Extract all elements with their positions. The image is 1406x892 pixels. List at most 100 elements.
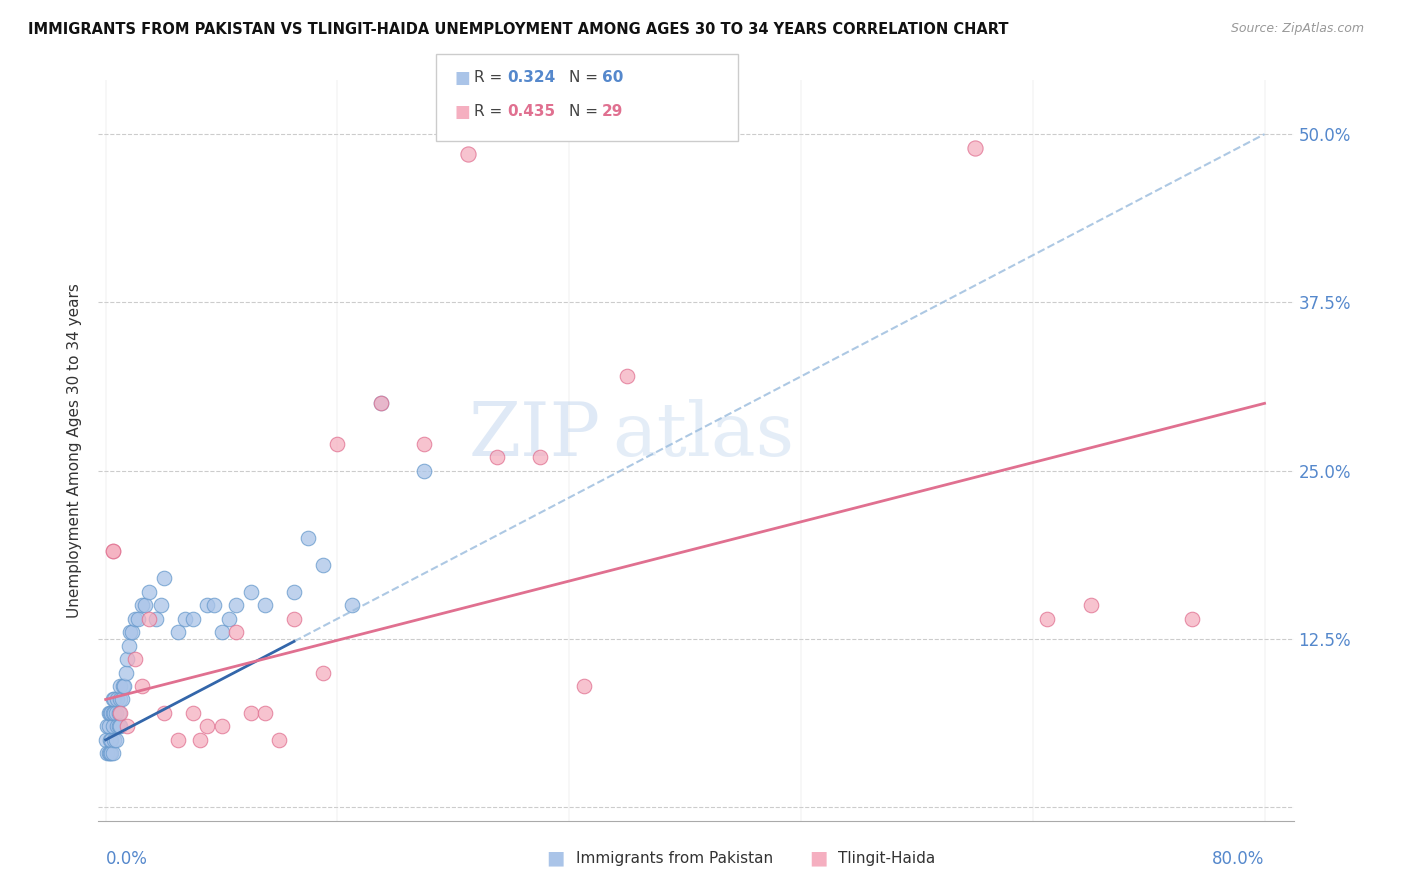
Point [181,612,204,626]
Point [120,625,142,640]
Text: ■: ■ [808,848,828,868]
Point [1181,612,1204,626]
Point [101,719,124,733]
Point [104,706,127,720]
Point [297,531,319,545]
Y-axis label: Unemployment Among Ages 30 to 34 years: Unemployment Among Ages 30 to 34 years [67,283,83,618]
Point [96,747,118,761]
Point [96,719,118,733]
Point [103,706,125,720]
Point [105,692,128,706]
Point [370,396,392,410]
Point [195,719,218,733]
Point [195,599,218,613]
Point [616,369,638,384]
Point [149,599,172,613]
Point [529,450,551,465]
Point [312,558,335,572]
Text: ■: ■ [454,103,470,120]
Text: 0.435: 0.435 [508,104,555,119]
Point [181,706,204,720]
Point [108,679,131,693]
Text: R =: R = [474,104,508,119]
Text: 60: 60 [602,70,623,85]
Point [457,147,479,161]
Point [218,612,240,626]
Point [131,599,153,613]
Point [269,732,291,747]
Point [211,719,233,733]
Point [110,692,132,706]
Point [202,599,225,613]
Point [127,612,149,626]
Text: N =: N = [569,104,603,119]
Point [114,679,136,693]
Text: Tlingit-Haida: Tlingit-Haida [838,851,935,865]
Text: ZIP: ZIP [468,399,600,472]
Point [211,625,233,640]
Point [103,732,125,747]
Text: 80.0%: 80.0% [1212,850,1264,868]
Point [97,706,120,720]
Point [572,679,595,693]
Text: IMMIGRANTS FROM PAKISTAN VS TLINGIT-HAIDA UNEMPLOYMENT AMONG AGES 30 TO 34 YEARS: IMMIGRANTS FROM PAKISTAN VS TLINGIT-HAID… [28,22,1008,37]
Text: Immigrants from Pakistan: Immigrants from Pakistan [576,851,773,865]
Point [97,747,120,761]
Point [174,612,197,626]
Point [239,706,262,720]
Point [117,719,139,733]
Point [101,544,124,558]
Point [107,706,129,720]
Point [105,719,128,733]
Point [152,706,174,720]
Point [253,706,276,720]
Text: N =: N = [569,70,603,85]
Point [1036,612,1059,626]
Point [283,584,305,599]
Point [312,665,335,680]
Point [100,706,122,720]
Point [167,625,190,640]
Point [115,665,138,680]
Text: 29: 29 [602,104,623,119]
Point [124,612,146,626]
Point [138,612,160,626]
Point [107,719,129,733]
Text: atlas: atlas [613,399,794,472]
Point [225,599,247,613]
Point [138,584,160,599]
Point [118,639,141,653]
Point [253,599,276,613]
Point [117,652,139,666]
Text: Source: ZipAtlas.com: Source: ZipAtlas.com [1230,22,1364,36]
Point [104,732,127,747]
Point [152,571,174,585]
Point [131,679,153,693]
Point [98,706,121,720]
Point [1080,599,1102,613]
Point [101,544,124,558]
Point [103,692,125,706]
Point [370,396,392,410]
Point [485,450,508,465]
Point [326,436,349,450]
Point [283,612,305,626]
Point [413,464,436,478]
Point [121,625,143,640]
Text: ■: ■ [454,69,470,87]
Point [94,732,117,747]
Point [100,732,122,747]
Point [963,140,986,154]
Text: ■: ■ [546,848,565,868]
Point [225,625,247,640]
Point [101,706,124,720]
Point [108,692,131,706]
Point [145,612,167,626]
Text: 0.0%: 0.0% [105,850,148,868]
Point [167,732,190,747]
Point [112,679,135,693]
Point [97,719,120,733]
Text: 0.324: 0.324 [508,70,555,85]
Point [101,692,124,706]
Point [108,706,131,720]
